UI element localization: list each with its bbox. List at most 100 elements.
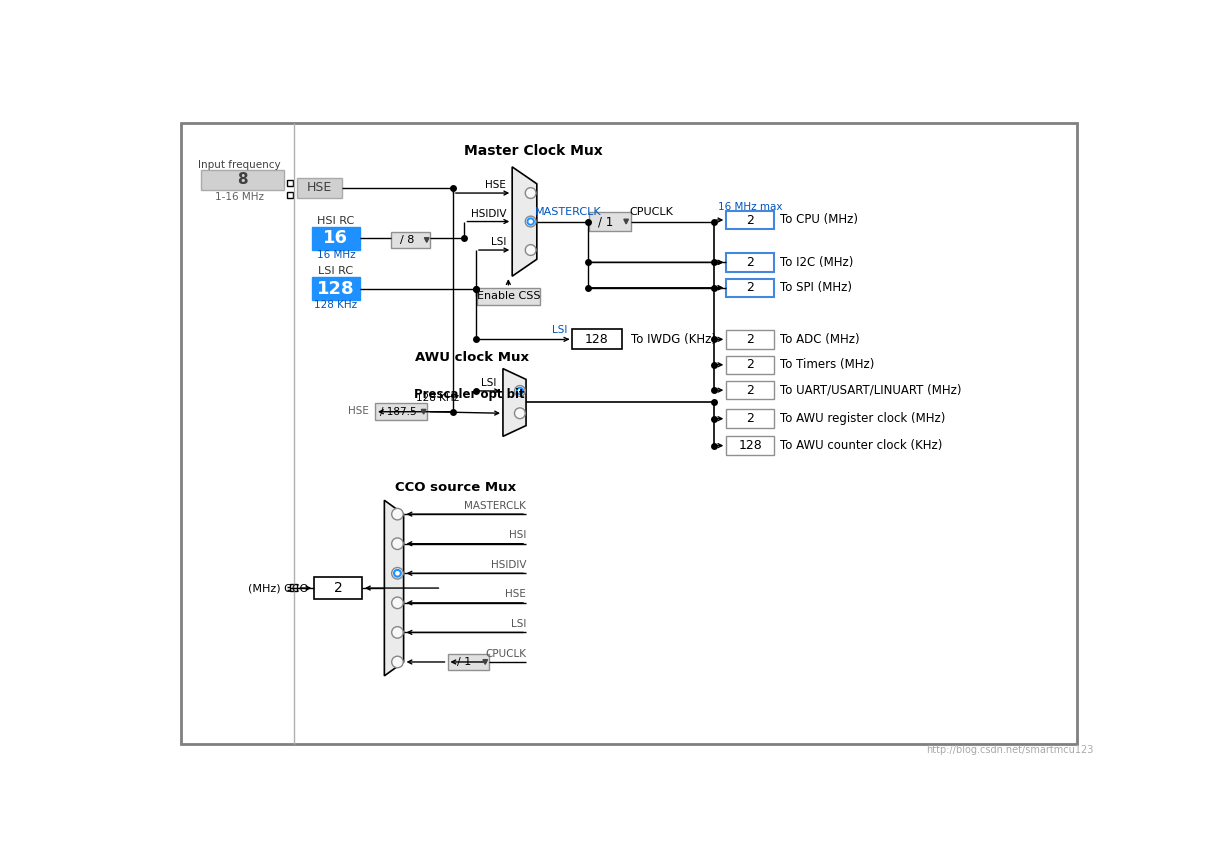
Text: Master Clock Mux: Master Clock Mux bbox=[464, 144, 604, 159]
Text: To CPU (MHz): To CPU (MHz) bbox=[780, 214, 858, 227]
Text: / 1: / 1 bbox=[599, 215, 614, 228]
Polygon shape bbox=[421, 409, 426, 414]
Bar bbox=[375, 403, 427, 420]
Text: CCO source Mux: CCO source Mux bbox=[395, 481, 517, 494]
Bar bbox=[391, 232, 429, 249]
Circle shape bbox=[391, 656, 404, 668]
Text: / 1: / 1 bbox=[458, 657, 471, 667]
Text: 128: 128 bbox=[739, 439, 762, 452]
Text: 16: 16 bbox=[324, 229, 348, 247]
Circle shape bbox=[391, 508, 404, 520]
Circle shape bbox=[396, 571, 399, 575]
Text: CPUCLK: CPUCLK bbox=[629, 208, 674, 217]
Text: / 187.5: / 187.5 bbox=[380, 407, 416, 417]
Text: HSE: HSE bbox=[485, 180, 506, 190]
Bar bbox=[726, 279, 774, 297]
Text: 128: 128 bbox=[585, 333, 609, 346]
Text: To Timers (MHz): To Timers (MHz) bbox=[780, 359, 875, 372]
Text: 16 MHz: 16 MHz bbox=[317, 251, 355, 261]
Text: 2: 2 bbox=[334, 581, 342, 595]
Bar bbox=[312, 227, 360, 250]
Text: To IWDG (KHz): To IWDG (KHz) bbox=[631, 333, 715, 346]
Circle shape bbox=[528, 218, 534, 225]
Text: 2: 2 bbox=[746, 281, 755, 294]
Text: LSI: LSI bbox=[510, 619, 526, 629]
Text: To UART/USART/LINUART (MHz): To UART/USART/LINUART (MHz) bbox=[780, 384, 962, 396]
Text: 2: 2 bbox=[746, 384, 755, 396]
Bar bbox=[726, 409, 774, 428]
Polygon shape bbox=[503, 369, 526, 437]
Text: To AWU register clock (MHz): To AWU register clock (MHz) bbox=[780, 412, 946, 426]
Text: HSIDIV: HSIDIV bbox=[491, 559, 526, 570]
Bar bbox=[448, 654, 490, 670]
Polygon shape bbox=[483, 660, 487, 664]
Text: CPUCLK: CPUCLK bbox=[485, 649, 526, 658]
Circle shape bbox=[514, 385, 525, 396]
Text: AWU clock Mux: AWU clock Mux bbox=[415, 351, 529, 364]
Text: 2: 2 bbox=[746, 412, 755, 426]
Text: HSE: HSE bbox=[307, 181, 333, 194]
Bar bbox=[291, 584, 297, 591]
Polygon shape bbox=[512, 166, 537, 276]
Text: Enable CSS: Enable CSS bbox=[476, 291, 540, 301]
Text: / 8: / 8 bbox=[400, 235, 413, 245]
Text: 2: 2 bbox=[746, 359, 755, 372]
Text: HSIDIV: HSIDIV bbox=[470, 208, 506, 219]
Text: To ADC (MHz): To ADC (MHz) bbox=[780, 333, 860, 346]
Circle shape bbox=[517, 388, 524, 395]
Text: LSI RC: LSI RC bbox=[318, 266, 353, 275]
Circle shape bbox=[391, 597, 404, 608]
Bar bbox=[287, 191, 293, 197]
Text: To SPI (MHz): To SPI (MHz) bbox=[780, 281, 852, 294]
Text: (MHz) CCO: (MHz) CCO bbox=[248, 583, 308, 593]
Circle shape bbox=[525, 216, 536, 227]
Polygon shape bbox=[623, 220, 628, 224]
Polygon shape bbox=[425, 238, 429, 242]
Bar bbox=[201, 170, 285, 190]
Bar bbox=[287, 180, 293, 186]
Bar bbox=[726, 211, 774, 229]
Text: http://blog.csdn.net/smartmcu123: http://blog.csdn.net/smartmcu123 bbox=[926, 745, 1093, 755]
Text: LSI: LSI bbox=[481, 378, 497, 388]
Text: MASTERCLK: MASTERCLK bbox=[464, 501, 526, 511]
Text: To I2C (MHz): To I2C (MHz) bbox=[780, 256, 854, 269]
Text: 128: 128 bbox=[317, 280, 355, 298]
Bar bbox=[726, 253, 774, 272]
Circle shape bbox=[529, 220, 533, 223]
Text: 1-16 MHz: 1-16 MHz bbox=[215, 192, 264, 202]
Text: 2: 2 bbox=[746, 214, 755, 227]
Bar bbox=[314, 577, 362, 599]
Text: HSE: HSE bbox=[348, 406, 369, 416]
Circle shape bbox=[391, 626, 404, 638]
Text: 16 MHz max: 16 MHz max bbox=[718, 202, 783, 212]
Text: 128 KHz: 128 KHz bbox=[416, 393, 459, 403]
Text: HSI RC: HSI RC bbox=[318, 215, 355, 226]
Text: 2: 2 bbox=[746, 333, 755, 346]
Text: 2: 2 bbox=[746, 256, 755, 269]
Bar bbox=[726, 437, 774, 455]
Text: 128 KHz: 128 KHz bbox=[314, 299, 357, 310]
Bar bbox=[726, 330, 774, 348]
Bar bbox=[572, 329, 622, 349]
Circle shape bbox=[525, 245, 536, 256]
Bar bbox=[297, 178, 342, 197]
Text: Input frequency: Input frequency bbox=[199, 160, 281, 170]
Text: MASTERCLK: MASTERCLK bbox=[535, 208, 601, 217]
Circle shape bbox=[514, 408, 525, 419]
Circle shape bbox=[525, 188, 536, 198]
Text: LSI: LSI bbox=[491, 238, 506, 247]
Text: To AWU counter clock (KHz): To AWU counter clock (KHz) bbox=[780, 439, 942, 452]
Bar bbox=[477, 287, 540, 305]
Polygon shape bbox=[384, 500, 404, 676]
Text: HSI: HSI bbox=[509, 530, 526, 541]
Circle shape bbox=[391, 538, 404, 549]
Text: 8: 8 bbox=[237, 172, 248, 187]
Circle shape bbox=[518, 390, 521, 392]
Circle shape bbox=[391, 567, 404, 579]
Text: HSE: HSE bbox=[506, 589, 526, 600]
Bar bbox=[726, 381, 774, 400]
Circle shape bbox=[394, 570, 401, 577]
Bar bbox=[589, 212, 631, 231]
Bar bbox=[312, 277, 360, 300]
Text: Prescaler opt bit: Prescaler opt bit bbox=[415, 388, 525, 401]
